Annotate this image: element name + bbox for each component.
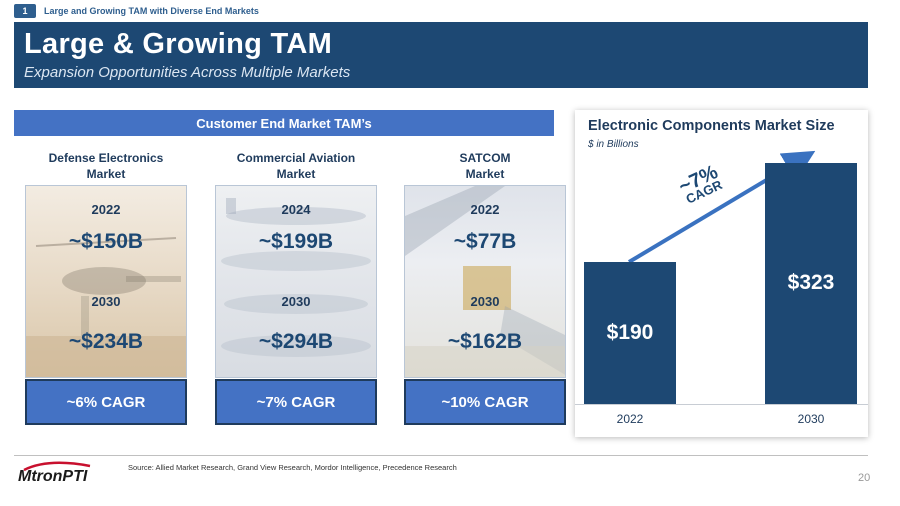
- year-label: 2030: [91, 294, 121, 309]
- market-name-suffix: Market: [86, 167, 126, 181]
- section-header: Customer End Market TAM’s: [14, 110, 554, 136]
- chart-unit: $ in Billions: [588, 139, 639, 150]
- company-logo: MtronPTI: [18, 460, 104, 494]
- x-axis-line: [575, 404, 868, 405]
- cagr-badge: ~10% CAGR: [404, 379, 566, 425]
- logo-arc-icon: [23, 461, 91, 472]
- tam-value: ~$162B: [447, 330, 523, 353]
- market-heading-satcom: SATCOM Market: [404, 150, 566, 182]
- satellite-image: [405, 186, 565, 377]
- footer-divider: [14, 455, 868, 456]
- page-title: Large & Growing TAM: [24, 28, 333, 60]
- breadcrumb-number: 1: [14, 4, 36, 18]
- tam-value: ~$294B: [258, 330, 334, 353]
- year-label: 2024: [281, 202, 311, 217]
- title-banner: Large & Growing TAM Expansion Opportunit…: [14, 22, 868, 88]
- cagr-badge: ~7% CAGR: [215, 379, 377, 425]
- market-name-suffix: Market: [276, 167, 316, 181]
- market-heading-defense: Defense Electronics Market: [25, 150, 187, 182]
- market-card-satcom: 2022 ~$77B 2030 ~$162B: [404, 185, 566, 378]
- chart-title: Electronic Components Market Size: [588, 118, 835, 134]
- bar-value-label: $323: [787, 271, 835, 295]
- x-tick-label: 2030: [797, 412, 825, 426]
- page-subtitle: Expansion Opportunities Across Multiple …: [24, 64, 351, 81]
- airplanes-image: [216, 186, 376, 377]
- tam-value: ~$77B: [453, 230, 517, 253]
- market-size-chart: Electronic Components Market Size $ in B…: [575, 110, 868, 437]
- market-heading-aviation: Commercial Aviation Market: [215, 150, 377, 182]
- tam-value: ~$150B: [68, 230, 144, 253]
- helicopter-icon: [26, 237, 186, 377]
- year-label: 2022: [470, 202, 500, 217]
- tam-value: ~$234B: [68, 330, 144, 353]
- airplanes-icon: [221, 198, 371, 357]
- year-label: 2030: [281, 294, 311, 309]
- year-label: 2022: [91, 202, 121, 217]
- chart-bar: $323: [765, 162, 857, 404]
- market-name: SATCOM: [459, 151, 511, 165]
- chart-bar: $190: [584, 262, 676, 404]
- market-card-defense: 2022 ~$150B 2030 ~$234B: [25, 185, 187, 378]
- market-name: Defense Electronics: [48, 151, 164, 165]
- breadcrumb-text: Large and Growing TAM with Diverse End M…: [44, 6, 259, 16]
- helicopter-image: [26, 186, 186, 377]
- market-card-aviation: 2024 ~$199B 2030 ~$294B: [215, 185, 377, 378]
- market-name-suffix: Market: [465, 167, 505, 181]
- x-tick-label: 2022: [616, 412, 644, 426]
- source-note: Source: Allied Market Research, Grand Vi…: [128, 463, 457, 472]
- tam-value: ~$199B: [258, 230, 334, 253]
- page-number: 20: [858, 472, 871, 484]
- bar-value-label: $190: [606, 321, 654, 345]
- cagr-badge: ~6% CAGR: [25, 379, 187, 425]
- satellite-icon: [405, 186, 565, 377]
- breadcrumb: 1 Large and Growing TAM with Diverse End…: [14, 4, 259, 18]
- market-name: Commercial Aviation: [236, 151, 356, 165]
- year-label: 2030: [470, 294, 500, 309]
- logo-wordmark: MtronPTI: [18, 468, 88, 485]
